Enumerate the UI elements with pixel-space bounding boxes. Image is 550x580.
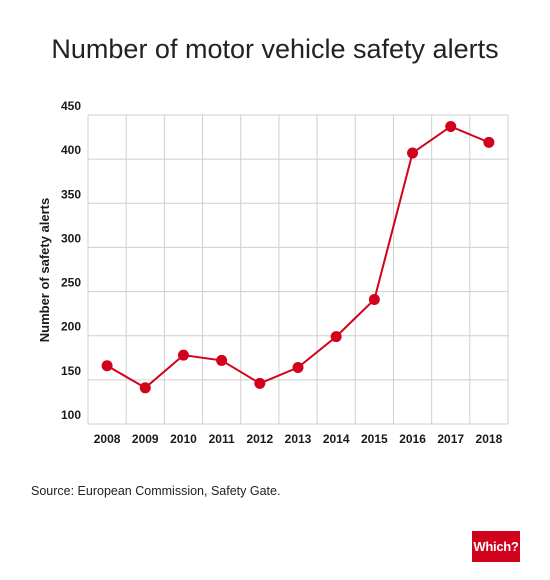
y-axis-label: Number of safety alerts [37, 198, 52, 343]
data-point [254, 377, 266, 389]
y-tick-label: 150 [61, 364, 81, 378]
data-point [216, 354, 228, 366]
data-point [368, 294, 380, 306]
which-logo: Which? [472, 531, 520, 562]
x-tick-label: 2011 [209, 432, 235, 446]
y-tick-label: 100 [61, 408, 81, 422]
x-tick-label: 2008 [94, 432, 121, 446]
x-tick-label: 2015 [361, 432, 388, 446]
data-point [407, 147, 419, 159]
grid-lines [87, 114, 509, 425]
source-note: Source: European Commission, Safety Gate… [31, 484, 281, 498]
logo-text: Which? [473, 539, 519, 554]
data-point [139, 382, 151, 394]
x-tick-label: 2009 [132, 432, 159, 446]
y-tick-label: 350 [61, 187, 81, 201]
chart-title: Number of motor vehicle safety alerts [51, 34, 499, 64]
y-tick-label: 400 [61, 143, 81, 157]
x-tick-label: 2018 [476, 432, 503, 446]
data-point [330, 331, 342, 343]
x-tick-label: 2013 [285, 432, 312, 446]
y-axis-ticks: 100 150 200 250 300 350 400 450 [61, 99, 81, 422]
line-chart: 100 150 200 250 300 350 400 450 2008 2009 2010 201… [37, 99, 509, 446]
x-tick-label: 2017 [437, 432, 464, 446]
x-tick-label: 2012 [246, 432, 273, 446]
x-tick-label: 2010 [170, 432, 197, 446]
x-axis-ticks: 2008 2009 2010 2011 2012 2013 2014 2015 2016 2017… [94, 432, 503, 446]
data-point [445, 120, 457, 132]
x-tick-label: 2014 [323, 432, 350, 446]
y-tick-label: 200 [61, 320, 81, 334]
data-points [101, 120, 495, 394]
data-point [292, 361, 304, 373]
data-point [483, 136, 495, 148]
x-tick-label: 2016 [399, 432, 426, 446]
y-tick-label: 250 [61, 276, 81, 290]
data-point [177, 349, 189, 361]
y-tick-label: 450 [61, 99, 81, 113]
y-tick-label: 300 [61, 231, 81, 245]
data-point [101, 360, 113, 372]
